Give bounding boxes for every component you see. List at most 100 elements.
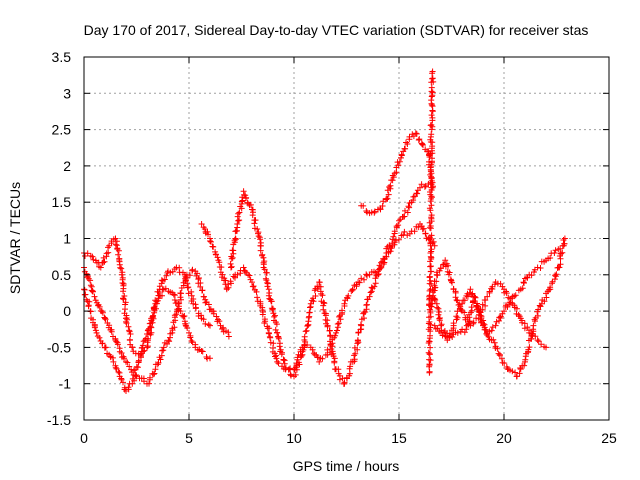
data-point-interp [96,303,103,310]
data-point-interp [426,224,433,231]
data-point-interp [496,314,503,321]
data-point-interp [120,296,127,303]
data-point-interp [99,340,106,347]
data-point-interp [496,352,503,359]
data-point-interp [446,269,453,276]
data-point-interp [249,212,256,219]
data-point-interp [552,247,559,254]
data-point-interp [537,303,544,310]
data-point [454,329,461,336]
data-point-interp [363,301,370,308]
data-point-interp [347,363,354,370]
data-point-interp [131,377,138,384]
x-tick-label: 10 [286,430,302,446]
data-point-interp [152,297,159,304]
data-point-interp [549,280,555,287]
data-point [234,221,241,227]
data-point-interp [121,355,128,362]
data-point-interp [387,182,394,189]
data-point-interp [236,209,243,216]
data-point-interp [267,334,274,341]
data-point-interp [265,330,272,337]
data-point-interp [312,293,319,299]
data-point-interp [426,362,433,369]
data-point-interp [404,141,411,147]
data-point-interp [119,280,126,286]
y-tick-label: 1 [63,231,71,247]
data-point-interp [410,193,417,200]
data-point [419,141,426,148]
data-point-interp [137,353,144,359]
data-point-interp [86,298,93,305]
data-point-interp [245,200,252,207]
data-point-interp [197,283,204,290]
data-point-interp [512,292,519,299]
data-point [274,358,281,365]
data-point-interp [319,355,326,362]
data-point-interp [146,325,152,332]
data-point-interp [227,260,234,267]
data-point-interp [307,304,313,311]
data-point [240,188,247,195]
data-point-interp [489,324,496,331]
data-point-interp [196,275,202,281]
data-point-interp [464,314,471,321]
data-point-interp [456,301,463,308]
data-point-interp [490,336,497,343]
data-point-interp [430,238,437,245]
data-point-interp [379,203,386,209]
data-point-interp [453,313,460,320]
data-point-interp [426,368,433,375]
data-point-interp [182,275,189,282]
data-point-interp [559,249,566,256]
data-point-interp [139,342,146,349]
data-point-interp [426,205,433,212]
data-point-interp [189,266,196,273]
data-point-interp [437,265,444,272]
data-point-interp [151,370,158,377]
data-point-interp [303,327,310,334]
data-point-interp [326,327,333,334]
data-point-interp [436,315,443,322]
data-point-interp [524,324,531,331]
data-point-interp [395,222,402,229]
data-point-interp [155,289,162,295]
data-point-interp [144,331,150,337]
data-point-interp [371,209,378,216]
data-point-interp [208,238,214,245]
data-point-interp [401,228,408,235]
data-point-interp [420,225,427,232]
data-point-interp [216,318,223,325]
data-point-interp [100,254,107,261]
data-point-interp [461,297,468,304]
data-point-interp [124,359,131,366]
data-point-interp [327,342,334,349]
data-point-interp [87,282,94,289]
data-point-interp [427,136,434,143]
data-point-interp [426,356,433,363]
data-points [81,68,568,394]
data-point-interp [364,272,370,279]
data-point-interp [187,332,194,339]
data-point-interp [371,283,378,290]
data-point-interp [118,265,125,272]
data-point-interp [439,332,446,339]
data-point-interp [200,316,207,323]
data-point-interp [82,291,89,298]
data-point-interp [276,343,283,350]
data-point-interp [402,145,409,152]
data-point-interp [275,335,282,342]
data-point-interp [114,341,121,348]
data-point-interp [254,294,261,301]
data-point-interp [498,355,505,362]
data-point-interp [534,312,541,319]
data-point-interp [192,305,199,312]
data-point-interp [453,297,460,303]
data-point-interp [360,202,367,209]
data-point-interp [547,284,554,291]
data-point [543,344,549,351]
data-point-interp [263,269,270,276]
data-point-interp [150,305,157,312]
data-point-interp [336,313,343,320]
data-point-interp [199,287,206,294]
